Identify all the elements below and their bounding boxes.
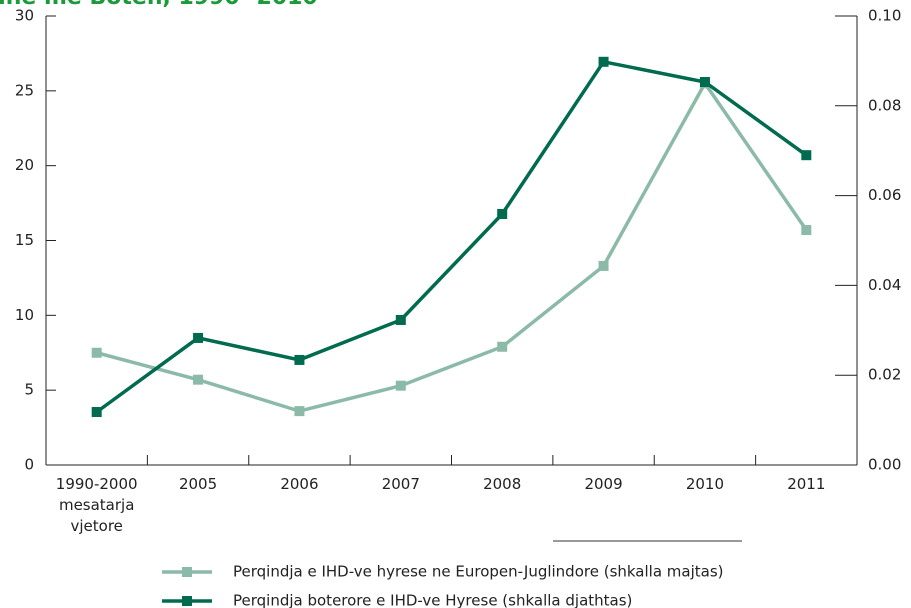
y-tick-label: 15 [15, 231, 34, 249]
point [598, 56, 609, 67]
point [598, 260, 609, 271]
y-tick-label: 20 [15, 156, 34, 174]
point [294, 406, 305, 417]
legend-label: Perqindja boterore e IHD-ve Hyrese (shka… [233, 592, 632, 608]
legend-label: Perqindja e IHD-ve hyrese ne Europen-Jug… [233, 563, 724, 581]
y2-tick-label: 0.04 [868, 276, 901, 294]
legend-swatch [182, 596, 192, 606]
x-tick-label: 1990-2000 mesatarja vjetore [55, 475, 138, 535]
y2-tick-label: 0.00 [868, 456, 901, 474]
y2-tick-label: 0.06 [868, 186, 901, 204]
point [699, 77, 710, 88]
point [193, 374, 204, 385]
legend-swatch [182, 567, 192, 577]
series-line [96, 80, 808, 413]
x-tick-label: 2010 [685, 475, 725, 493]
point [497, 341, 508, 352]
x-tick-label: 2008 [483, 475, 522, 493]
y2-tick-label: 0.10 [868, 7, 901, 25]
x-tick-label: 2005 [178, 475, 218, 493]
series-line [95, 59, 808, 414]
point [294, 354, 305, 365]
y-tick-label: 5 [24, 381, 34, 399]
y-tick-label: 10 [15, 306, 34, 324]
point [801, 150, 812, 161]
x-tick-label: 2009 [584, 475, 623, 493]
point [801, 225, 812, 236]
y-tick-label: 0 [24, 456, 34, 474]
point [193, 332, 204, 343]
point [91, 407, 102, 418]
point [395, 380, 406, 391]
x-tick-label: 2007 [381, 475, 420, 493]
point [91, 347, 102, 358]
x-tick-label: 2011 [787, 475, 826, 493]
point [497, 209, 508, 220]
y-tick-label: 25 [15, 81, 34, 99]
y2-tick-label: 0.02 [868, 366, 901, 384]
y2-tick-label: 0.08 [868, 96, 901, 114]
y-tick-label: 30 [15, 7, 34, 25]
chart-title: dhe me Boten, 1990- 2010 [0, 0, 318, 10]
x-tick-label: 2006 [280, 475, 319, 493]
point [395, 314, 406, 325]
